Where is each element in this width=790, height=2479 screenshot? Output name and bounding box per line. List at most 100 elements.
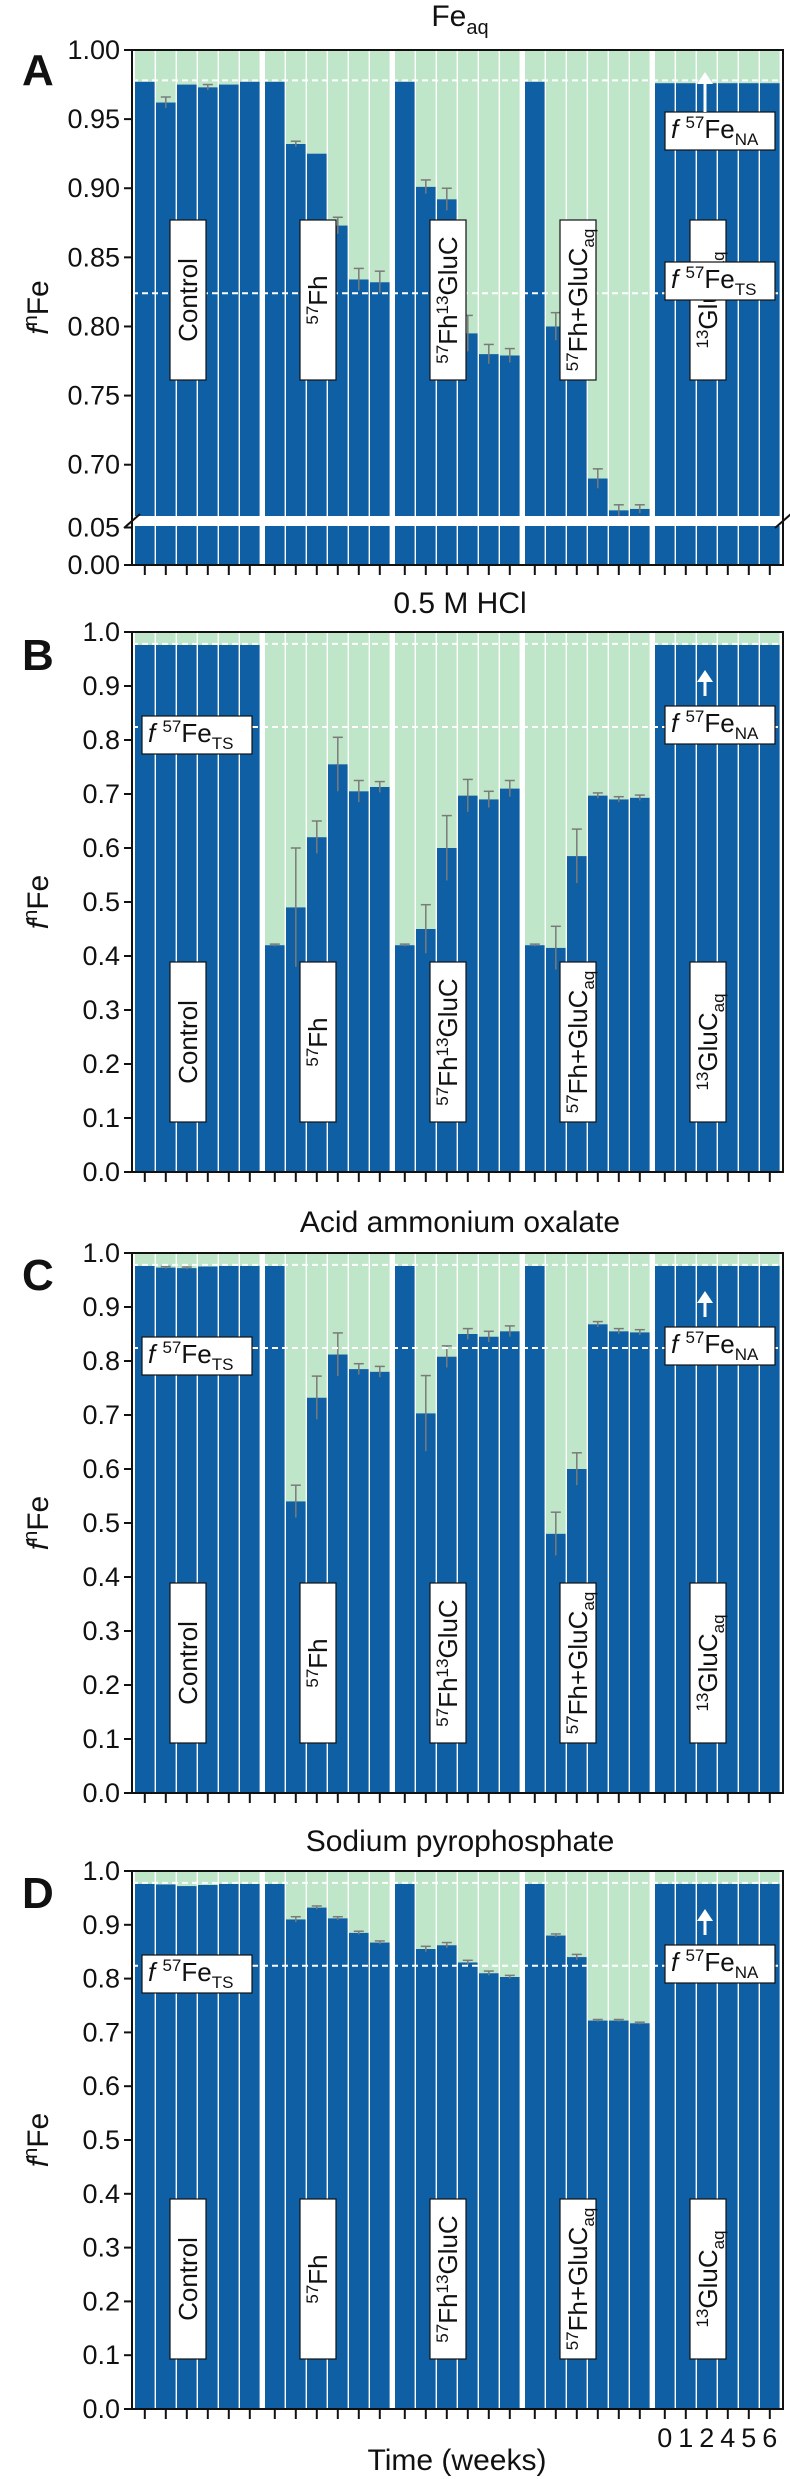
bar-green-2-1 bbox=[416, 632, 436, 929]
y-tick-label: 0.6 bbox=[82, 833, 120, 863]
group-label-text: Control bbox=[173, 258, 203, 342]
group-label-box bbox=[169, 2198, 207, 2360]
bar-green-3-5 bbox=[630, 1871, 650, 2024]
y-tick-label: 0.1 bbox=[82, 1724, 120, 1754]
bar-green-3-4 bbox=[609, 1871, 629, 2021]
bar-green-3-5 bbox=[630, 632, 650, 798]
bar-blue-4-0 bbox=[655, 1265, 675, 1793]
y-tick-label: 0.1 bbox=[82, 1103, 120, 1133]
group-gap bbox=[521, 631, 525, 1173]
bar-blue-3-0 bbox=[525, 1265, 545, 1793]
group-label-box bbox=[429, 219, 467, 381]
bar-blue-3-0 bbox=[525, 945, 545, 1172]
bar-green-4-3 bbox=[718, 50, 738, 84]
bar-green-4-4 bbox=[739, 1871, 759, 1884]
y-tick-label: 0.5 bbox=[82, 1508, 120, 1538]
group-label-4: 13GluCaq bbox=[689, 961, 728, 1123]
bar-green-0-0 bbox=[135, 1253, 155, 1266]
bar-blue-1-0 bbox=[265, 945, 285, 1172]
y-tick-label: 0.8 bbox=[82, 725, 120, 755]
bar-green-4-0 bbox=[655, 50, 675, 84]
bar-green-0-4 bbox=[219, 1253, 239, 1266]
panel-title: Feaq bbox=[431, 0, 488, 39]
y-axis-label: fnFe bbox=[20, 2113, 55, 2167]
ts-annotation: f 57FeTS bbox=[664, 261, 776, 301]
bar-blue-0-4 bbox=[219, 644, 239, 1172]
y-axis-label: fnFe bbox=[20, 1496, 55, 1550]
bar-green-4-5 bbox=[760, 632, 780, 645]
bar-green-0-5 bbox=[240, 1253, 260, 1266]
x-axis-label: Time (weeks) bbox=[368, 2444, 547, 2477]
bar-green-1-2 bbox=[307, 632, 327, 838]
y-tick-label: 0.9 bbox=[82, 1910, 120, 1940]
bar-blue-2-0 bbox=[395, 945, 415, 1172]
bar-blue-0-0 bbox=[135, 644, 155, 1172]
y-tick-label: 1.0 bbox=[82, 1238, 120, 1268]
bar-blue-0-0 bbox=[135, 81, 155, 565]
week-tick-label: 6 bbox=[762, 2423, 777, 2453]
group-label-text: Control bbox=[173, 2237, 203, 2321]
bar-green-0-1 bbox=[156, 632, 176, 645]
na-annotation-box bbox=[664, 705, 776, 745]
bar-green-1-1 bbox=[286, 1253, 306, 1502]
group-label-text: 57Fh+GluCaq bbox=[563, 2208, 598, 2351]
week-tick-label: 4 bbox=[720, 2423, 735, 2453]
bar-group-2 bbox=[395, 632, 520, 1172]
group-label-2: 57Fh13GluC bbox=[429, 1582, 467, 1744]
bar-blue-1-4 bbox=[349, 279, 369, 565]
y-tick-label: 0.5 bbox=[82, 2125, 120, 2155]
bar-blue-2-0 bbox=[395, 1265, 415, 1793]
group-label-1: 57Fh bbox=[299, 961, 337, 1123]
bar-green-4-0 bbox=[655, 1871, 675, 1884]
bar-blue-4-5 bbox=[760, 1883, 780, 2409]
bar-blue-1-5 bbox=[370, 786, 390, 1172]
group-label-box bbox=[559, 219, 597, 381]
bar-green-1-4 bbox=[349, 50, 369, 280]
bar-green-2-3 bbox=[458, 632, 478, 796]
y-tick-label: 0.95 bbox=[67, 104, 120, 134]
group-gap bbox=[261, 1252, 265, 1794]
y-tick-label: 0.8 bbox=[82, 1964, 120, 1994]
group-gap bbox=[391, 1252, 395, 1794]
group-gap bbox=[521, 1870, 525, 2410]
bar-green-3-1 bbox=[546, 1253, 566, 1534]
bar-green-2-0 bbox=[395, 1871, 415, 1884]
group-label-text: Control bbox=[173, 1000, 203, 1084]
group-gap bbox=[651, 1252, 655, 1794]
bar-blue-4-4 bbox=[739, 644, 759, 1172]
bar-green-3-2 bbox=[567, 1253, 587, 1469]
group-label-text: 57Fh bbox=[303, 1017, 333, 1066]
week-tick-label: 1 bbox=[678, 2423, 693, 2453]
ts-annotation: f 57FeTS bbox=[141, 715, 253, 755]
y-axis-label: fnFe bbox=[20, 280, 55, 334]
bar-blue-1-0 bbox=[265, 1883, 285, 2409]
bar-blue-0-5 bbox=[240, 1265, 260, 1793]
group-label-box bbox=[169, 961, 207, 1123]
bar-blue-1-4 bbox=[349, 1932, 369, 2409]
panel-a: 1.00 0.95 0.90 0.85 0.80 0.75 0.70 0.05 0.00 Feaq… bbox=[20, 0, 790, 580]
group-label-box bbox=[559, 2198, 597, 2360]
bar-blue-0-3 bbox=[198, 87, 218, 565]
bar-green-3-0 bbox=[525, 50, 545, 82]
bar-green-4-5 bbox=[760, 50, 780, 84]
bar-blue-3-5 bbox=[630, 2023, 650, 2409]
group-label-box bbox=[169, 219, 207, 381]
bar-blue-0-5 bbox=[240, 81, 260, 565]
y-tick-label: 0.7 bbox=[82, 2017, 120, 2047]
y-tick-label: 0.8 bbox=[82, 1346, 120, 1376]
ts-annotation-text: f 57FeTS bbox=[148, 717, 233, 753]
panel-title: Sodium pyrophosphate bbox=[306, 1825, 615, 1858]
bar-blue-4-0 bbox=[655, 83, 675, 566]
bar-green-2-5 bbox=[500, 1253, 520, 1332]
bar-green-2-0 bbox=[395, 1253, 415, 1266]
ts-annotation-box bbox=[664, 261, 776, 301]
group-label-text: 13GluCaq bbox=[693, 2230, 728, 2327]
bar-green-1-4 bbox=[349, 1253, 369, 1370]
panel-letter: A bbox=[22, 46, 54, 95]
bar-green-3-1 bbox=[546, 1871, 566, 1936]
group-label-box bbox=[559, 1582, 597, 1744]
bar-green-0-3 bbox=[198, 1871, 218, 1885]
bar-green-4-5 bbox=[760, 1871, 780, 1884]
bar-blue-2-4 bbox=[479, 1336, 499, 1793]
group-label-box bbox=[429, 1582, 467, 1744]
